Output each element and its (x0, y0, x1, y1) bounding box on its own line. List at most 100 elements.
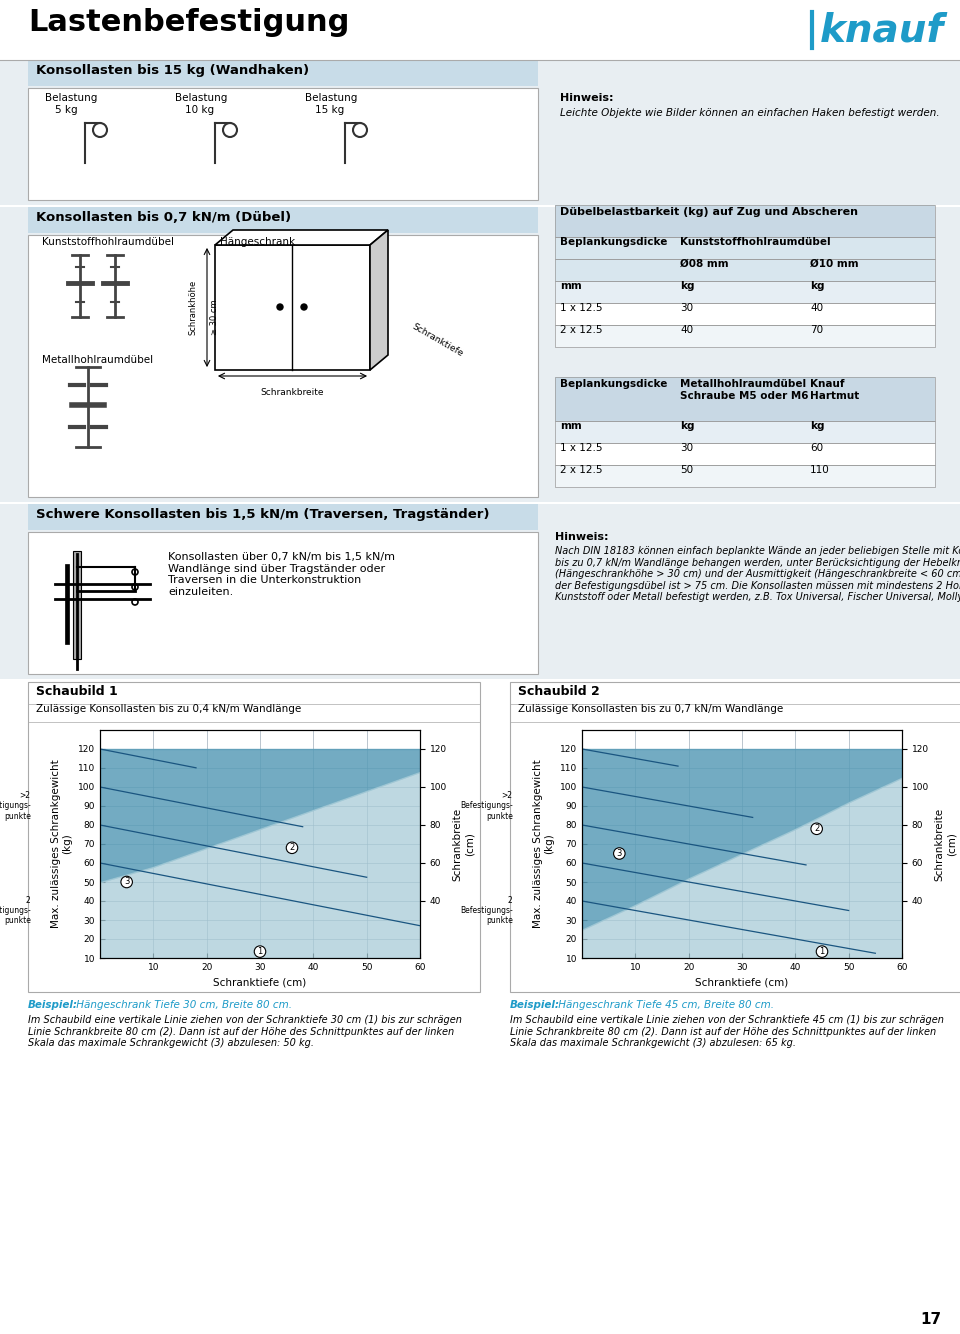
Text: ≥ 30 cm: ≥ 30 cm (210, 299, 219, 335)
Bar (0, 0, 960, 57)
Text: Hinweis:: Hinweis: (560, 93, 613, 103)
Text: Hinweis:: Hinweis: (555, 532, 609, 542)
Text: Schwere Konsollasten bis 1,5 kN/m (Traversen, Tragständer): Schwere Konsollasten bis 1,5 kN/m (Trave… (36, 508, 490, 522)
Text: Lastenbefestigung: Lastenbefestigung (28, 8, 349, 37)
Text: 60: 60 (810, 443, 823, 454)
Bar (555, 325, 935, 347)
Text: 17: 17 (920, 1313, 941, 1327)
Bar (555, 205, 935, 237)
Text: Hängeschrank Tiefe 30 cm, Breite 80 cm.: Hängeschrank Tiefe 30 cm, Breite 80 cm. (73, 1000, 292, 1010)
Text: Schrankhöhe: Schrankhöhe (188, 279, 198, 335)
Bar (555, 422, 935, 443)
Text: Zulässige Konsollasten bis zu 0,4 kN/m Wandlänge: Zulässige Konsollasten bis zu 0,4 kN/m W… (36, 704, 301, 714)
Bar (555, 443, 935, 466)
Bar (28, 88, 538, 200)
Bar (215, 245, 370, 370)
Text: Beispiel:: Beispiel: (28, 1000, 78, 1010)
Text: 15 kg: 15 kg (315, 105, 345, 115)
Text: Beplankungsdicke: Beplankungsdicke (560, 237, 667, 247)
Polygon shape (215, 229, 388, 245)
Text: Dübelbelastbarkeit (kg) auf Zug und Abscheren: Dübelbelastbarkeit (kg) auf Zug und Absc… (560, 207, 858, 217)
Text: 2: 2 (814, 824, 819, 834)
Y-axis label: Schrankbreite
(cm): Schrankbreite (cm) (452, 807, 474, 880)
Text: Beispiel:: Beispiel: (510, 1000, 560, 1010)
Bar (555, 303, 935, 325)
Text: Schaubild 2: Schaubild 2 (518, 684, 600, 698)
X-axis label: Schranktiefe (cm): Schranktiefe (cm) (213, 978, 306, 987)
Text: >2
Befestigungs-
punkte: >2 Befestigungs- punkte (0, 791, 31, 820)
Text: Belastung: Belastung (45, 93, 97, 103)
Bar (510, 704, 960, 722)
Bar (510, 682, 960, 992)
Text: 10 kg: 10 kg (185, 105, 214, 115)
Bar (555, 259, 935, 281)
Text: Schrankbreite: Schrankbreite (260, 388, 324, 398)
Text: Kunststoffhohlraumdübel: Kunststoffhohlraumdübel (680, 237, 830, 247)
Text: Konsollasten über 0,7 kN/m bis 1,5 kN/m
Wandlänge sind über Tragständer oder
Tra: Konsollasten über 0,7 kN/m bis 1,5 kN/m … (168, 552, 395, 596)
Bar (28, 504, 538, 530)
Y-axis label: Max. zulässiges Schrankgewicht
(kg): Max. zulässiges Schrankgewicht (kg) (51, 759, 72, 928)
X-axis label: Schranktiefe (cm): Schranktiefe (cm) (695, 978, 788, 987)
Bar (555, 325, 935, 347)
Bar (28, 207, 538, 233)
Text: Metallhohlraumdübel
Schraube M5 oder M6: Metallhohlraumdübel Schraube M5 oder M6 (680, 379, 808, 400)
Text: Im Schaubild eine vertikale Linie ziehen von der Schranktiefe 30 cm (1) bis zur : Im Schaubild eine vertikale Linie ziehen… (28, 1015, 462, 1049)
Text: Nach DIN 18183 können einfach beplankte Wände an jeder beliebigen Stelle mit Kon: Nach DIN 18183 können einfach beplankte … (555, 546, 960, 603)
Text: 40: 40 (810, 303, 823, 313)
Text: Knauf
Hartmut: Knauf Hartmut (810, 379, 859, 400)
Text: Im Schaubild eine vertikale Linie ziehen von der Schranktiefe 45 cm (1) bis zur : Im Schaubild eine vertikale Linie ziehen… (510, 1015, 944, 1049)
Text: 110: 110 (810, 466, 829, 475)
Y-axis label: Schrankbreite
(cm): Schrankbreite (cm) (934, 807, 956, 880)
Bar (73, 551, 81, 659)
Text: 2: 2 (289, 843, 295, 852)
Text: Ø10 mm: Ø10 mm (810, 259, 858, 269)
Bar (28, 704, 480, 722)
Text: 2
Befestigungs-
punkte: 2 Befestigungs- punkte (0, 895, 31, 926)
Text: Konsollasten bis 0,7 kN/m (Dübel): Konsollasten bis 0,7 kN/m (Dübel) (36, 211, 291, 224)
Polygon shape (370, 229, 388, 370)
Text: kg: kg (680, 281, 694, 291)
Text: Zulässige Konsollasten bis zu 0,7 kN/m Wandlänge: Zulässige Konsollasten bis zu 0,7 kN/m W… (518, 704, 783, 714)
Bar (555, 303, 935, 325)
Bar (555, 205, 935, 237)
Text: Kunststoffhohlraumdübel: Kunststoffhohlraumdübel (42, 237, 174, 247)
Text: kg: kg (810, 422, 825, 431)
Bar (28, 682, 480, 704)
Bar (28, 532, 538, 674)
Text: kg: kg (680, 422, 694, 431)
Bar (0, 207, 960, 502)
Text: Ø08 mm: Ø08 mm (680, 259, 729, 269)
Bar (555, 378, 935, 422)
Bar (555, 281, 935, 303)
Text: knauf: knauf (820, 12, 945, 49)
Text: 30: 30 (680, 443, 693, 454)
Circle shape (277, 304, 283, 309)
Bar (555, 281, 935, 303)
Text: 1 x 12.5: 1 x 12.5 (560, 443, 603, 454)
Text: 40: 40 (680, 325, 693, 335)
Text: Schaubild 1: Schaubild 1 (36, 684, 118, 698)
Text: 70: 70 (810, 325, 823, 335)
Text: 50: 50 (680, 466, 693, 475)
Bar (510, 704, 960, 722)
Text: 3: 3 (616, 848, 622, 858)
Bar (510, 682, 960, 704)
Text: 2 x 12.5: 2 x 12.5 (560, 466, 603, 475)
Y-axis label: Max. zulässiges Schrankgewicht
(kg): Max. zulässiges Schrankgewicht (kg) (533, 759, 554, 928)
Text: Konsollasten bis 15 kg (Wandhaken): Konsollasten bis 15 kg (Wandhaken) (36, 64, 309, 77)
Bar (555, 466, 935, 487)
Text: 1: 1 (820, 947, 825, 956)
Bar (28, 235, 538, 498)
Text: 2 x 12.5: 2 x 12.5 (560, 325, 603, 335)
Text: 2
Befestigungs-
punkte: 2 Befestigungs- punkte (460, 895, 513, 926)
Text: Hängeschrank Tiefe 45 cm, Breite 80 cm.: Hängeschrank Tiefe 45 cm, Breite 80 cm. (555, 1000, 774, 1010)
Bar (28, 682, 480, 992)
Bar (555, 237, 935, 259)
Text: Leichte Objekte wie Bilder können an einfachen Haken befestigt werden.: Leichte Objekte wie Bilder können an ein… (560, 108, 940, 117)
Text: 1 x 12.5: 1 x 12.5 (560, 303, 603, 313)
Text: mm: mm (560, 422, 582, 431)
Bar (555, 466, 935, 487)
Bar (555, 378, 935, 422)
Circle shape (301, 304, 307, 309)
Bar (0, 60, 960, 205)
